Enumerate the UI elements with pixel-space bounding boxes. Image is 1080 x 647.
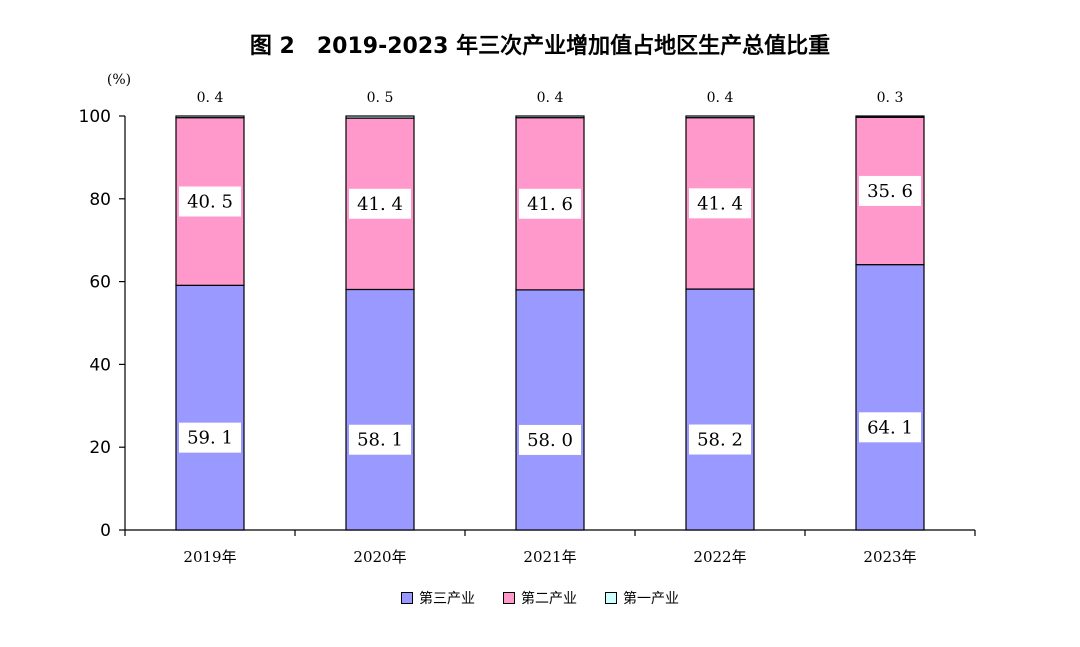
legend-item: 第二产业 [503,588,577,608]
legend-label: 第二产业 [521,588,577,608]
bar-segment [346,116,414,118]
bar-segment [686,116,754,118]
bar-segment [176,116,244,118]
data-label: 41. 4 [697,193,743,214]
stacked-bar-chart: 0 20 40 60 80 100 (%) 59. 1 40. 5 0. 4 2019年 58. 1 4… [0,0,1080,580]
x-category-label: 2023年 [863,548,916,566]
y-tick-label: 0 [100,521,111,541]
bar-segment [176,285,244,530]
legend: 第三产业 第二产业 第一产业 [0,588,1080,608]
x-category-label: 2022年 [693,548,746,566]
y-tick-label: 60 [89,273,111,293]
legend-swatch [401,592,413,604]
data-label-top: 0. 4 [707,90,734,106]
bar-segment [686,289,754,530]
data-label: 58. 2 [697,430,743,451]
legend-swatch [605,592,617,604]
legend-item: 第三产业 [401,588,475,608]
x-category-label: 2020年 [353,548,406,566]
bar-segment [346,289,414,530]
data-label-top: 0. 4 [537,90,564,106]
data-label-top: 0. 3 [877,90,904,106]
bar-segment [516,116,584,118]
legend-label: 第一产业 [623,588,679,608]
data-label-top: 0. 4 [197,90,224,106]
data-label: 59. 1 [187,428,233,449]
data-label: 58. 1 [357,430,403,451]
data-label: 58. 0 [527,430,573,451]
legend-swatch [503,592,515,604]
data-label: 41. 6 [527,194,573,215]
y-axis-unit: (%) [107,72,131,88]
y-tick-label: 20 [89,438,111,458]
legend-label: 第三产业 [419,588,475,608]
data-label-top: 0. 5 [367,90,394,106]
y-tick-label: 100 [79,107,111,127]
bar-segment [856,116,924,117]
data-label: 41. 4 [357,194,403,215]
x-category-label: 2019年 [183,548,236,566]
legend-item: 第一产业 [605,588,679,608]
y-tick-label: 40 [89,355,111,375]
x-category-label: 2021年 [523,548,576,566]
bar-segment [856,265,924,530]
data-label: 64. 1 [867,417,913,438]
data-label: 40. 5 [187,191,233,212]
data-label: 35. 6 [867,181,913,202]
bar-segment [516,290,584,530]
y-tick-label: 80 [89,190,111,210]
